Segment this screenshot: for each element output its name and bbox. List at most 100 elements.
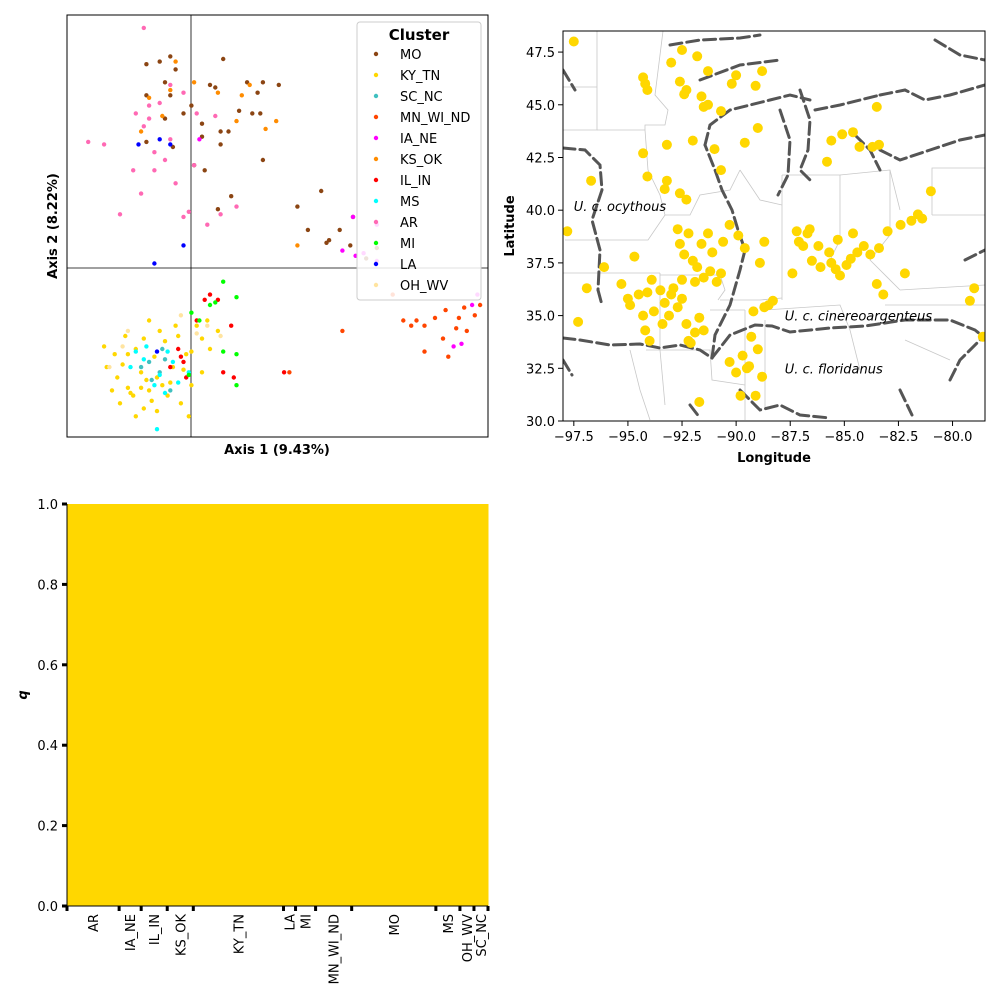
map-sample-point	[599, 262, 610, 273]
pca-point-ar	[141, 25, 146, 31]
x-tick-label: −97.5	[554, 430, 594, 445]
map-sample-point	[674, 188, 685, 199]
map-sample-point	[687, 255, 698, 266]
pca-point-ia_ne	[469, 302, 475, 308]
pca-point-mo	[168, 54, 173, 59]
pca-point-ky_tn	[138, 370, 144, 375]
pca-point-mo	[202, 168, 207, 173]
admixture-bar-la	[283, 504, 297, 906]
legend-label: IA_NE	[400, 132, 437, 147]
map-sample-point	[642, 171, 653, 182]
map-sample-point	[661, 139, 672, 150]
map-sample-point	[969, 283, 980, 294]
admixture-bar-mi	[295, 504, 317, 906]
map-sample-point	[750, 390, 761, 401]
x-tick-label: −90.0	[716, 430, 756, 445]
map-sample-point	[629, 251, 640, 262]
pca-point-la	[157, 137, 162, 142]
x-tick-label: −82.5	[879, 430, 919, 445]
map-sample-point	[733, 230, 744, 241]
pca-point-mi	[221, 349, 226, 354]
pca-point-mo	[189, 103, 194, 108]
y-tick-label: 32.5	[526, 362, 555, 377]
pca-y-axis-label: Axis 2 (8.22%)	[46, 173, 61, 279]
pca-point-mo	[218, 142, 223, 147]
legend-entries: MO KY_TN SC_NC MN_WI_ND IA_NE KS_OK IL_IN MS AR M…	[373, 48, 470, 294]
group-label: MI	[300, 914, 315, 929]
pca-point-mo	[255, 90, 260, 95]
map-sample-point	[739, 243, 750, 254]
y-tick-label: 30.0	[526, 415, 555, 430]
map-sample-point	[563, 226, 573, 237]
map-sample-point	[925, 186, 936, 197]
pca-point-ks_ok	[160, 113, 165, 119]
legend-marker	[373, 261, 379, 267]
map-sample-point	[822, 156, 832, 167]
legend-marker	[373, 282, 379, 288]
pca-point-mo	[276, 82, 281, 88]
y-tick-label: 0.4	[37, 739, 58, 754]
map-sample-point	[679, 249, 690, 260]
map-sample-point	[625, 300, 636, 311]
y-tick-label: 0.2	[37, 820, 58, 835]
legend-marker	[373, 93, 379, 99]
pca-point-ky_tn	[123, 333, 128, 339]
pca-point-oh_wv	[107, 364, 112, 370]
admixture-y-ticks: 0.0 0.2 0.4 0.6 0.8 1.0	[37, 498, 67, 915]
pca-point-ms	[128, 364, 133, 370]
map-sample-point	[716, 268, 726, 279]
pca-points	[86, 25, 483, 432]
pca-point-mn_wi_nd	[414, 318, 419, 323]
pca-frame	[66, 14, 489, 438]
map-sample-point	[752, 344, 763, 355]
map-sample-point	[726, 78, 737, 89]
map-y-axis-label: Latitude	[503, 195, 518, 257]
subspecies-label: U. c. cinereoargenteus	[785, 310, 933, 325]
pca-point-ms	[154, 427, 160, 432]
map-sample-point	[731, 70, 742, 81]
map-sample-point	[573, 316, 584, 327]
legend-label: MO	[400, 48, 421, 63]
pca-point-ar	[194, 111, 199, 116]
map-sample-point	[698, 272, 709, 283]
pca-point-mn_wi_nd	[454, 326, 459, 331]
pca-point-ms	[162, 390, 168, 396]
map-sample-point	[586, 175, 597, 186]
pca-point-ks_ok	[295, 243, 300, 248]
map-sample-point	[977, 331, 985, 342]
pca-point-ky_tn	[154, 408, 160, 414]
group-label: IL_IN	[148, 914, 163, 945]
pca-point-ky_tn	[101, 344, 107, 349]
map-x-axis-label: Longitude	[737, 451, 811, 466]
map-sample-point	[757, 66, 768, 77]
pca-point-oh_wv	[125, 328, 131, 334]
pca-point-ky_tn	[109, 388, 115, 393]
pca-point-mn_wi_nd	[464, 328, 469, 334]
pca-point-ks_ok	[168, 87, 173, 93]
pca-point-ky_tn	[157, 328, 162, 334]
y-tick-label: 47.5	[526, 46, 555, 61]
map-sample-point	[659, 184, 670, 195]
map-sample-point	[655, 285, 666, 296]
map-sample-point	[568, 36, 579, 47]
map-annotations: U. c. ocythous U. c. cinereoargenteus U. c…	[574, 200, 933, 377]
legend-marker	[373, 72, 379, 78]
map-sample-point	[724, 357, 735, 367]
map-sample-point	[687, 135, 698, 146]
pca-point-mn_wi_nd	[456, 315, 462, 321]
pca-point-ar	[181, 214, 186, 220]
map-sample-point	[711, 276, 722, 287]
pca-point-mn_wi_nd	[472, 313, 477, 318]
pca-point-il_in	[178, 354, 184, 359]
y-tick-label: 40.0	[526, 204, 555, 219]
y-tick-label: 45.0	[526, 99, 555, 114]
legend-label: OH_WV	[400, 279, 448, 294]
pca-point-mo	[260, 80, 266, 85]
map-sample-point	[815, 262, 826, 273]
pca-point-ms	[165, 349, 170, 354]
map-sample-point	[739, 137, 750, 148]
map-sample-point	[642, 85, 653, 95]
map-sample-point	[767, 295, 778, 306]
pca-point-ky_tn	[194, 323, 199, 328]
legend-label: IL_IN	[400, 174, 431, 189]
